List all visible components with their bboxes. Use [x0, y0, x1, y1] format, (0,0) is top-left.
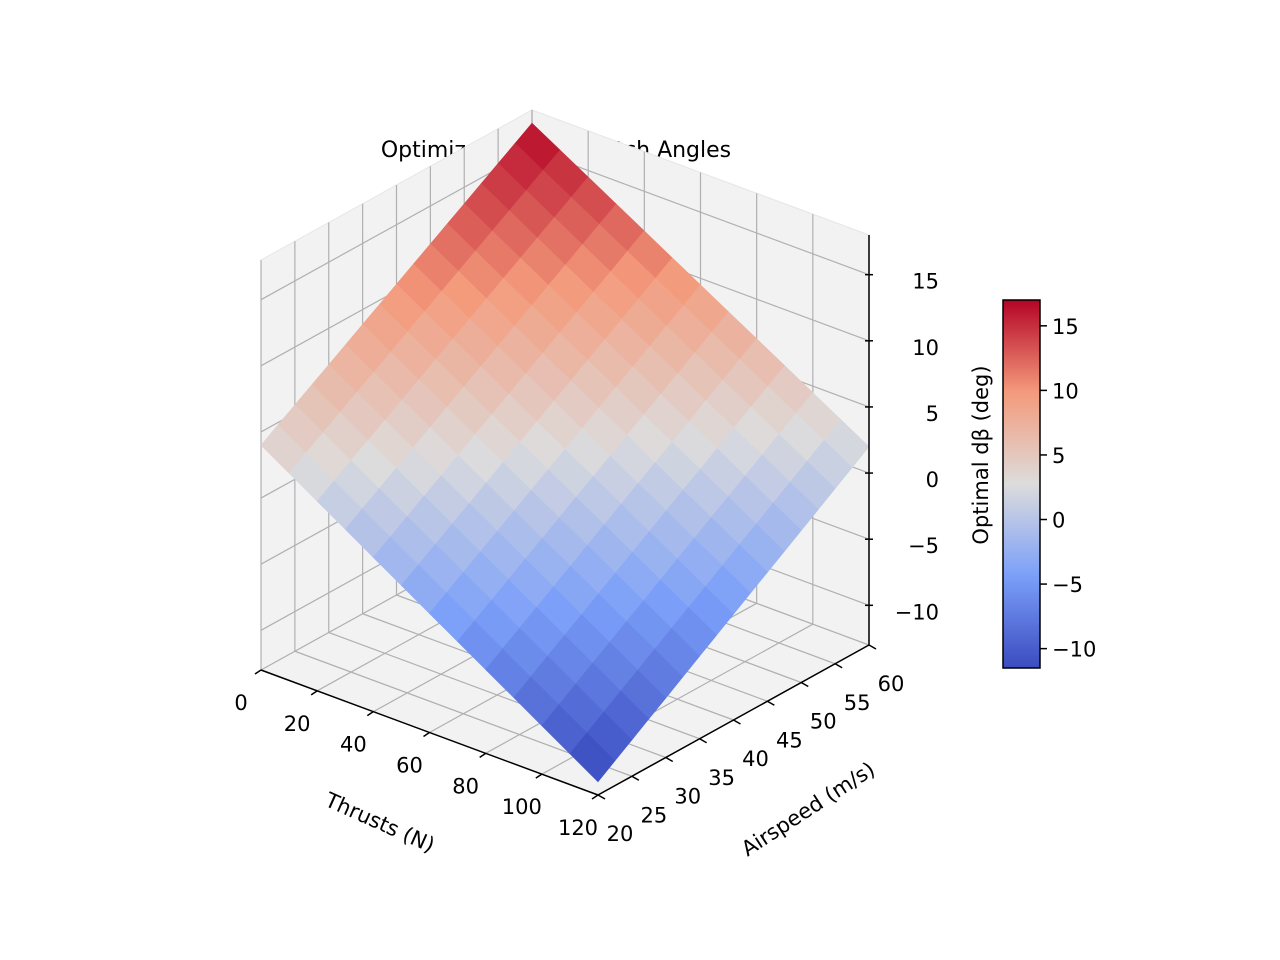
x-tick-label: 60 — [396, 754, 423, 778]
y-tick-label: 20 — [607, 822, 634, 846]
colorbar-tick-label: −10 — [1052, 638, 1096, 662]
y-tick-label: 35 — [708, 766, 735, 790]
y-tick-mark — [665, 756, 674, 763]
y-tick-mark — [631, 775, 640, 781]
x-tick-mark — [310, 690, 318, 696]
x-tick-mark — [591, 794, 599, 800]
y-tick-label: 40 — [742, 747, 769, 771]
z-axis-ticks: −10 −5 0 5 10 15 — [865, 270, 939, 624]
colorbar-ticks: −10 −5 0 5 10 15 — [1040, 315, 1096, 662]
z-tick-label: 15 — [912, 270, 939, 294]
y-tick-label: 45 — [776, 728, 803, 752]
x-tick-mark — [254, 669, 262, 675]
y-tick-mark — [733, 719, 741, 725]
x-axis-label: Thrusts (N) — [321, 787, 439, 857]
back-gridline-z — [531, 149, 870, 276]
colorbar-tick-label: 15 — [1052, 315, 1079, 339]
y-tick-mark — [834, 663, 843, 669]
y-tick-mark — [597, 794, 606, 800]
x-tick-label: 80 — [452, 774, 479, 798]
colorbar-tick-label: 5 — [1052, 444, 1065, 468]
y-tick-mark — [800, 681, 809, 688]
colorbar-tick-label: 0 — [1052, 509, 1065, 533]
x-axis-ticks: 0 20 40 60 80 100 120 — [234, 669, 599, 840]
y-tick-mark — [699, 738, 707, 744]
z-tick-label: 0 — [926, 468, 939, 492]
y-axis-label: Airspeed (m/s) — [737, 757, 879, 861]
x-tick-label: 40 — [340, 733, 367, 757]
y-tick-label: 55 — [844, 691, 871, 715]
left-gridline-z — [260, 149, 533, 301]
x-tick-label: 20 — [284, 712, 311, 736]
y-tick-label: 25 — [641, 803, 668, 827]
y-tick-label: 50 — [810, 710, 837, 734]
x-tick-label: 120 — [558, 816, 598, 840]
colorbar: −10 −5 0 5 10 15 Optimal dβ (deg) — [969, 299, 1096, 669]
colorbar-tick-label: −5 — [1052, 573, 1083, 597]
colorbar-tick-label: 10 — [1052, 379, 1079, 403]
colorbar-gradient — [1002, 299, 1041, 669]
y-tick-mark — [868, 644, 877, 650]
x-tick-mark — [479, 752, 487, 758]
x-tick-mark — [366, 711, 374, 717]
z-tick-label: −5 — [908, 534, 939, 558]
x-tick-mark — [535, 773, 543, 779]
surface-patch — [569, 732, 616, 783]
x-tick-label: 0 — [234, 691, 247, 715]
x-tick-label: 100 — [502, 795, 542, 819]
surface-plot — [260, 122, 870, 783]
colorbar-label: Optimal dβ (deg) — [969, 365, 993, 544]
y-tick-label: 60 — [878, 672, 905, 696]
z-tick-label: 5 — [926, 402, 939, 426]
y-tick-label: 30 — [674, 785, 701, 809]
x-tick-mark — [423, 731, 430, 738]
z-tick-label: 10 — [912, 336, 939, 360]
y-tick-mark — [767, 700, 775, 706]
z-tick-label: −10 — [895, 600, 939, 624]
